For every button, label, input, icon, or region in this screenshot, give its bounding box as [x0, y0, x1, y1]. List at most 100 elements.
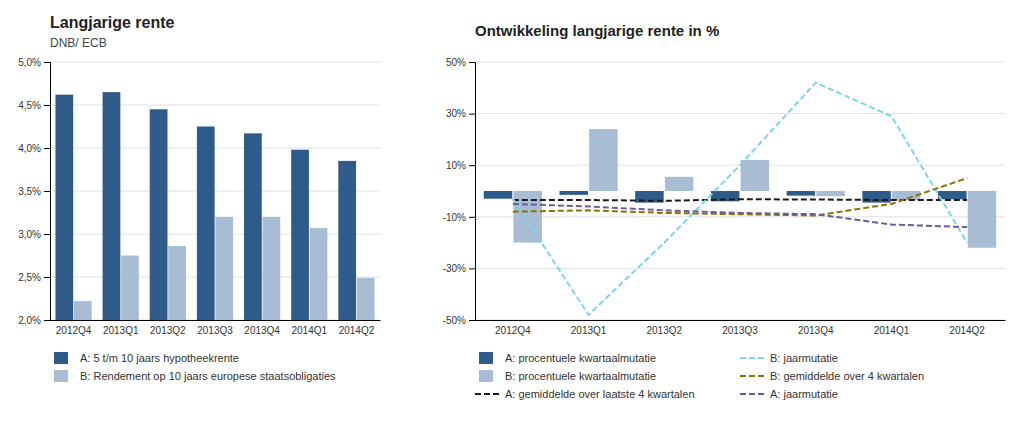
grid-line — [50, 277, 380, 278]
line — [513, 204, 967, 227]
bar — [484, 191, 513, 199]
tick: 2013Q4 — [244, 325, 280, 336]
legend-item: B: Rendement op 10 jaars europese staats… — [54, 370, 336, 382]
tick-mark — [44, 148, 50, 149]
tick-mark — [44, 234, 50, 235]
bar — [244, 133, 262, 320]
tick: 2012Q4 — [495, 325, 531, 336]
bar-series — [513, 129, 996, 248]
bar — [263, 217, 281, 320]
legend-swatch — [54, 352, 68, 364]
tick-label: 2013Q2 — [646, 325, 682, 336]
tick-mark — [44, 62, 50, 63]
legend-label: A: gemiddelde over laatste 4 kwartalen — [505, 388, 695, 400]
legend: A: procentuele kwartaalmutatie B: procent… — [475, 352, 924, 400]
bar — [589, 129, 618, 191]
legend-item: B: jaarmutatie — [740, 352, 838, 364]
tick: 2014Q1 — [291, 325, 327, 336]
legend-item: A: 5 t/m 10 jaars hypotheekrente — [54, 352, 239, 364]
x-axis: 2012Q42013Q12013Q22013Q32013Q42014Q12014… — [51, 321, 381, 337]
bar — [816, 191, 845, 196]
bar — [357, 278, 375, 320]
bar — [291, 150, 309, 320]
legend-label: B: gemiddelde over 4 kwartalen — [770, 370, 924, 382]
tick-label: 2013Q3 — [197, 325, 233, 336]
tick-label: 2013Q3 — [722, 325, 758, 336]
legend-swatch — [479, 370, 493, 382]
tick: 30% — [446, 108, 475, 119]
legend-item: A: procentuele kwartaalmutatie — [479, 352, 656, 364]
tick-label: -50% — [443, 315, 466, 326]
legend-swatch — [479, 352, 493, 364]
grid-line — [475, 216, 1005, 217]
line — [513, 83, 967, 315]
tick-label: 2014Q2 — [949, 325, 985, 336]
legend-swatch — [54, 370, 68, 382]
tick-label: 2013Q1 — [571, 325, 607, 336]
bar — [338, 161, 356, 320]
chart-title: Ontwikkeling langjarige rente in % — [475, 22, 719, 39]
tick: 2012Q4 — [56, 325, 92, 336]
tick-label: 50% — [446, 57, 466, 68]
tick-label: 5,0% — [18, 57, 41, 68]
chart-subtitle: DNB/ ECB — [50, 36, 107, 50]
y-axis: 2,0%2,5%3,0%3,5%4,0%4,5%5,0% — [18, 57, 50, 326]
tick-label: 2012Q4 — [495, 325, 531, 336]
bar — [559, 191, 588, 195]
legend-item: B: gemiddelde over 4 kwartalen — [740, 370, 924, 382]
x-axis: 2012Q42013Q12013Q22013Q32013Q42014Q12014… — [476, 321, 1006, 337]
bar — [968, 191, 997, 248]
tick-label: 10% — [446, 160, 466, 171]
tick-mark — [44, 105, 50, 106]
bar — [150, 109, 168, 320]
grid-line — [475, 320, 1005, 321]
tick-mark — [44, 277, 50, 278]
tick-label: 2014Q1 — [291, 325, 327, 336]
tick-label: 2013Q4 — [244, 325, 280, 336]
chart-canvas: Langjarige renteDNB/ ECB2012Q42013Q12013… — [0, 0, 1024, 446]
bar — [787, 191, 816, 196]
grid-line — [50, 191, 380, 192]
grid-line — [50, 148, 380, 149]
grid-line — [50, 105, 380, 106]
tick-label: 4,5% — [18, 100, 41, 111]
grid-line — [475, 62, 1005, 63]
tick: -10% — [443, 212, 475, 223]
legend: A: 5 t/m 10 jaars hypotheekrente B: Rende… — [54, 352, 336, 382]
axis-line — [51, 320, 381, 321]
legend-label: A: 5 t/m 10 jaars hypotheekrente — [80, 352, 239, 364]
bar — [513, 191, 542, 243]
tick: 50% — [446, 57, 475, 68]
tick-mark — [469, 320, 475, 321]
bar — [215, 217, 233, 320]
legend-swatch — [740, 357, 764, 359]
y-axis: -50% -30% -10% 10% 30% 50% — [443, 57, 476, 326]
grid-line — [50, 62, 380, 63]
grid — [475, 62, 1005, 320]
axis-line — [476, 320, 1006, 321]
tick-label: 3,5% — [18, 186, 41, 197]
grid-line — [475, 113, 1005, 114]
legend-item: B: procentuele kwartaalmutatie — [479, 370, 656, 382]
legend-label: B: jaarmutatie — [770, 352, 838, 364]
tick: 4,5% — [18, 100, 50, 111]
bar — [741, 160, 770, 191]
tick: 2013Q1 — [103, 325, 139, 336]
tick-label: -10% — [443, 212, 466, 223]
grid-line — [50, 320, 380, 321]
legend-item: A: gemiddelde over laatste 4 kwartalen — [475, 388, 695, 400]
legend-swatch — [475, 393, 499, 395]
grid — [50, 62, 380, 320]
tick-label: -30% — [443, 263, 466, 274]
legend-label: B: procentuele kwartaalmutatie — [505, 370, 656, 382]
grid-line — [475, 268, 1005, 269]
marks — [484, 83, 996, 315]
bar-series — [484, 191, 967, 203]
tick: 2,0% — [18, 315, 50, 326]
tick-label: 2,5% — [18, 272, 41, 283]
tick-label: 2013Q1 — [103, 325, 139, 336]
bar — [74, 301, 92, 320]
axis-line — [469, 63, 476, 321]
tick-label: 4,0% — [18, 143, 41, 154]
legend-label: B: Rendement op 10 jaars europese staats… — [80, 370, 336, 382]
